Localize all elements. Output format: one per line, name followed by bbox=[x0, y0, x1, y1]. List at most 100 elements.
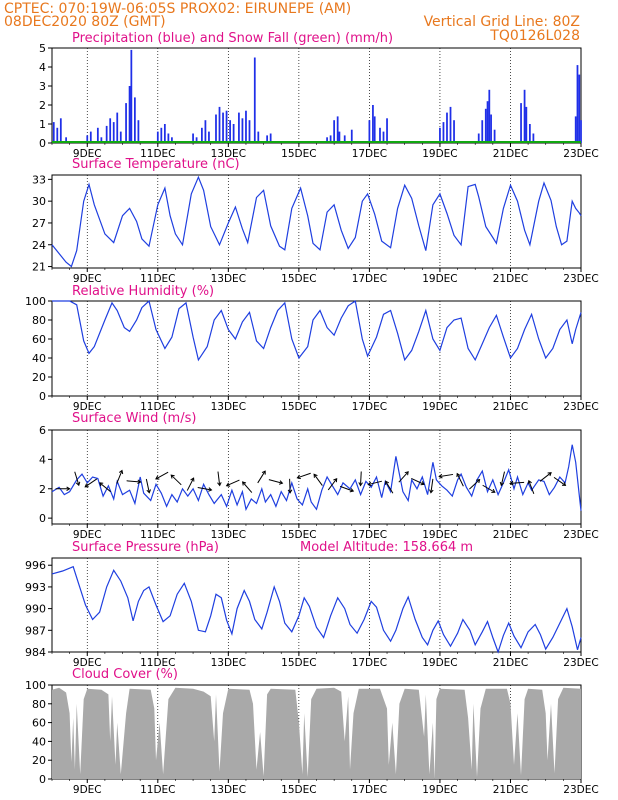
precip-bar bbox=[241, 118, 244, 143]
x-tick-label: 23DEC bbox=[563, 657, 598, 669]
x-tick-label: 9DEC bbox=[73, 657, 102, 669]
header-grid-line-note: Vertical Grid Line: 80Z bbox=[424, 14, 580, 30]
x-tick-label: 11DEC bbox=[140, 657, 175, 669]
wind-vector-head bbox=[313, 473, 318, 478]
precip-bar bbox=[253, 57, 256, 143]
wind-vector bbox=[257, 470, 266, 484]
precip-bar bbox=[523, 89, 526, 143]
wind-vector-head bbox=[385, 480, 390, 485]
precip-bar bbox=[137, 120, 140, 143]
wind-vector bbox=[217, 471, 221, 486]
precip-bar bbox=[65, 137, 67, 143]
precip-bar bbox=[350, 129, 353, 143]
x-tick-label: 15DEC bbox=[281, 148, 316, 160]
series-line bbox=[51, 444, 582, 512]
wind-vector bbox=[84, 478, 98, 488]
wind-vector bbox=[197, 487, 212, 491]
precip-bar bbox=[493, 129, 496, 143]
x-tick-label: 13DEC bbox=[211, 148, 246, 160]
wind-vector-head bbox=[499, 481, 505, 487]
y-tick-label: 3 bbox=[39, 80, 46, 93]
precip-bar bbox=[167, 133, 170, 143]
precip-bar bbox=[368, 120, 371, 143]
y-tick-label: 2 bbox=[39, 483, 46, 496]
x-tick-label: 21DEC bbox=[493, 529, 528, 541]
wind-vector-head bbox=[404, 471, 409, 476]
precip-bar bbox=[119, 131, 122, 143]
wind-vector bbox=[155, 471, 169, 480]
wind-vector-head bbox=[429, 489, 434, 494]
y-tick-label: 20 bbox=[32, 371, 46, 384]
wind-vector-head bbox=[118, 469, 124, 475]
series-line bbox=[51, 175, 582, 268]
precip-bar bbox=[56, 127, 59, 143]
panel-frame bbox=[51, 174, 582, 269]
panel-frame bbox=[51, 557, 582, 653]
x-tick-label: 23DEC bbox=[563, 273, 598, 285]
precip-bar bbox=[156, 131, 159, 143]
wind-vector-head bbox=[547, 472, 552, 477]
x-tick-label: 17DEC bbox=[352, 273, 387, 285]
precip-bar bbox=[195, 137, 198, 143]
wind-vector-head bbox=[491, 488, 496, 493]
x-tick-label: 17DEC bbox=[352, 401, 387, 413]
y-tick-label: 24 bbox=[32, 239, 46, 252]
panel-cloud: Cloud Cover (%) 0 20 40 60 80 100 9DEC 11DEC 13DE… bbox=[25, 667, 599, 796]
y-tick-label: 990 bbox=[25, 603, 46, 616]
wind-vector-head bbox=[287, 489, 293, 494]
precip-bar bbox=[238, 112, 240, 143]
precip-bar bbox=[449, 106, 452, 143]
y-tick-label: 27 bbox=[32, 217, 46, 230]
x-tick-label: 17DEC bbox=[352, 784, 387, 796]
precip-bar bbox=[532, 133, 535, 143]
y-tick-label: 6 bbox=[39, 424, 46, 437]
precip-bar bbox=[343, 135, 346, 143]
wind-vector bbox=[482, 484, 496, 493]
wind-vector-head bbox=[225, 482, 231, 487]
precip-bar bbox=[163, 124, 166, 143]
x-tick-label: 17DEC bbox=[352, 657, 387, 669]
precip-bar bbox=[578, 74, 581, 143]
precip-bar bbox=[372, 105, 374, 143]
wind-vector bbox=[539, 472, 552, 482]
x-tick-label: 21DEC bbox=[493, 657, 528, 669]
x-tick-label: 19DEC bbox=[422, 273, 457, 285]
precip-bar bbox=[248, 120, 251, 143]
wind-vector-head bbox=[296, 474, 301, 480]
precip-bar bbox=[128, 86, 131, 143]
wind-vector bbox=[385, 481, 394, 494]
x-tick-label: 15DEC bbox=[281, 273, 316, 285]
x-tick-label: 21DEC bbox=[493, 784, 528, 796]
panel-title: Surface Wind (m/s) bbox=[72, 411, 196, 426]
y-tick-label: 20 bbox=[32, 754, 46, 767]
precip-bar bbox=[171, 137, 173, 143]
wind-vector bbox=[126, 480, 141, 483]
precip-bar bbox=[59, 118, 62, 143]
panel-title: Cloud Cover (%) bbox=[72, 667, 178, 682]
precip-bar bbox=[257, 131, 260, 143]
precip-bar bbox=[130, 49, 133, 143]
wind-vector bbox=[456, 473, 464, 487]
y-tick-label: 80 bbox=[32, 698, 46, 711]
wind-vector-head bbox=[99, 482, 104, 487]
wind-vector-head bbox=[208, 487, 213, 492]
wind-vector-head bbox=[137, 479, 142, 485]
y-tick-label: 100 bbox=[25, 679, 46, 692]
wind-vector-head bbox=[333, 478, 338, 483]
precip-bar bbox=[329, 135, 332, 143]
cloud-area bbox=[52, 687, 581, 779]
precip-bar bbox=[112, 122, 115, 143]
precip-bar bbox=[208, 131, 210, 143]
panel-title: Surface Temperature (nC) bbox=[72, 157, 240, 172]
precip-bar bbox=[373, 116, 376, 143]
wind-vector bbox=[339, 485, 354, 492]
wind-vector bbox=[510, 481, 525, 484]
precip-bar bbox=[96, 127, 99, 143]
precip-bar bbox=[222, 112, 224, 143]
x-tick-label: 21DEC bbox=[493, 148, 528, 160]
wind-vector-head bbox=[261, 470, 266, 475]
precip-bar bbox=[100, 137, 103, 143]
precip-bar bbox=[338, 131, 341, 143]
y-tick-label: 996 bbox=[25, 559, 46, 572]
panel-press: Surface Pressure (hPa) Model Altitude: 15… bbox=[25, 540, 599, 669]
